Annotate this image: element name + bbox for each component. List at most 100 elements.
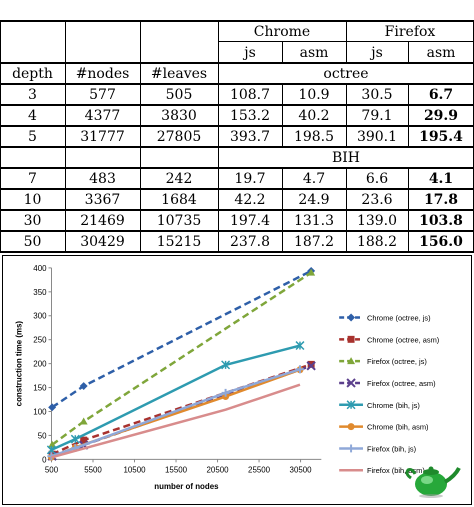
data-point [221, 388, 230, 397]
series-line [51, 271, 312, 446]
legend-label: Chrome (bih, asm) [367, 423, 429, 432]
x-tick-label: 500 [45, 465, 59, 474]
legend-label: Firefox (bih, asm) [367, 466, 425, 475]
x-axis-label: number of nodes [154, 482, 219, 491]
table-rule [0, 104, 474, 106]
y-tick-label: 50 [38, 431, 47, 440]
legend-label: Firefox (octree, js) [367, 357, 427, 366]
table-cell: 40.2 [298, 107, 330, 124]
column-header: #leaves [150, 65, 208, 82]
table-cell: 153.2 [229, 107, 271, 124]
table-cell: 156.0 [419, 233, 463, 250]
table-cell: 42.2 [234, 191, 266, 208]
y-tick-label: 200 [33, 360, 47, 369]
y-tick-label: 100 [33, 407, 47, 416]
sub-header: js [371, 44, 383, 61]
table-cell: 237.8 [229, 233, 271, 250]
table-cell: 103.8 [419, 212, 463, 229]
legend-label: Chrome (bih, js) [367, 401, 420, 410]
table-rule [0, 125, 474, 127]
table-column-rule [218, 21, 219, 252]
table-rule [0, 167, 474, 169]
browser-header-chrome: Chrome [253, 23, 311, 40]
table-cell: 10735 [156, 212, 202, 229]
data-point [307, 360, 315, 368]
table-cell: 197.4 [229, 212, 271, 229]
table-column-rule [140, 21, 141, 252]
sub-header: asm [299, 44, 329, 61]
construction-time-chart: 0 50 100 150 200 250 300 350 400 500 5500 10500 1550… [2, 255, 472, 505]
section-label: BIH [331, 149, 361, 166]
table-cell: 15215 [156, 233, 202, 250]
legend-label: Chrome (octree, js) [367, 313, 431, 322]
table-cell: 3367 [84, 191, 121, 208]
table-cell: 187.2 [293, 233, 335, 250]
table-cell: 29.9 [423, 107, 459, 124]
table-cell: 390.1 [356, 128, 398, 145]
table-cell: 131.3 [293, 212, 335, 229]
table-column-rule [346, 84, 347, 147]
table-cell: 27805 [156, 128, 202, 145]
table-rule [0, 20, 474, 22]
data-point [79, 382, 88, 391]
table-cell: 30 [23, 212, 42, 229]
table-cell: 108.7 [229, 86, 271, 103]
table-column-rule [346, 168, 347, 252]
table-column-rule [408, 42, 409, 63]
legend-marker [347, 357, 356, 365]
x-tick-label: 30500 [290, 465, 313, 474]
table-cell: 7 [28, 170, 37, 187]
y-tick-label: 150 [33, 384, 47, 393]
table-cell: 31777 [80, 128, 125, 145]
sub-header: asm [426, 44, 456, 61]
table-cell: 139.0 [356, 212, 398, 229]
table-cell: 577 [89, 86, 116, 103]
section-label: octree [323, 65, 369, 82]
series-line [51, 383, 301, 459]
legend-marker [346, 378, 356, 388]
table-column-rule [408, 168, 409, 252]
table-cell: 24.9 [298, 191, 330, 208]
table-cell: 198.5 [293, 128, 335, 145]
table-cell: 188.2 [356, 233, 398, 250]
table-column-rule [282, 168, 283, 252]
legend-label: Firefox (bih, js) [367, 444, 417, 453]
column-header: depth [12, 65, 53, 82]
table-cell: 483 [89, 170, 116, 187]
table-cell: 10.9 [298, 86, 330, 103]
table-cell: 393.7 [229, 128, 271, 145]
x-tick-label: 5500 [84, 465, 102, 474]
table-rule [0, 251, 474, 253]
table-rule [0, 62, 474, 64]
teapot-logo [405, 460, 461, 498]
table-column-rule [282, 42, 283, 63]
table-cell: 10 [23, 191, 42, 208]
data-point [296, 365, 304, 374]
series-line [50, 368, 301, 458]
y-tick-label: 250 [33, 336, 47, 345]
table-cell: 23.6 [361, 191, 393, 208]
column-header: #nodes [75, 65, 130, 82]
table-rule [0, 209, 474, 211]
data-point [48, 440, 57, 448]
table-cell: 19.7 [234, 170, 266, 187]
table-rule [0, 83, 474, 85]
table-cell: 1684 [161, 191, 197, 208]
table-rule [0, 146, 474, 148]
legend-marker [347, 444, 356, 453]
table-cell: 4.1 [428, 170, 454, 187]
series-line [50, 344, 301, 452]
table-cell: 21469 [80, 212, 125, 229]
table-cell: 505 [165, 86, 193, 103]
table-cell: 30429 [80, 233, 125, 250]
data-point [80, 436, 88, 444]
y-axis-label: construction time (ms) [15, 321, 24, 407]
legend-label: Firefox (octree, asm) [367, 379, 436, 388]
data-point [221, 360, 231, 370]
y-tick-label: 400 [33, 264, 47, 273]
data-point [306, 361, 316, 371]
y-tick-label: 0 [42, 455, 47, 464]
y-tick-label: 350 [33, 288, 47, 297]
table-cell: 195.4 [419, 128, 463, 145]
data-point [79, 417, 88, 425]
